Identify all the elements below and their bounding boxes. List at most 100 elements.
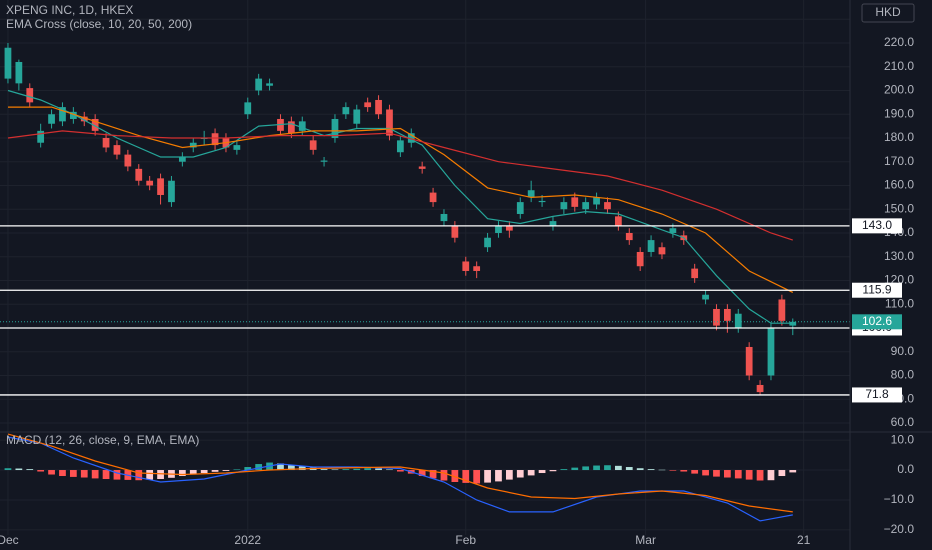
histogram-bar [636,468,644,471]
histogram-bar [756,470,764,481]
histogram-bar [614,465,622,471]
candle-body [669,228,677,233]
y-tick-label: 0.0 [897,462,914,476]
histogram-bar [200,470,208,474]
histogram-bar [222,470,230,471]
axis: 60.070.080.090.0110.0120.0130.0140.0150.… [0,11,914,547]
histogram-bar [277,463,284,471]
candle-body [549,221,557,226]
candle-body [647,240,655,252]
candle-body [320,160,328,162]
histogram-bar [713,470,720,477]
histogram-bar [135,470,143,481]
histogram-bar [342,469,350,471]
x-tick-label: 2022 [234,533,261,547]
candle-body [69,111,77,119]
candle-body [691,268,699,279]
histogram-bar [669,470,677,471]
candle-body [418,166,426,169]
y-tick-label: 160.0 [884,178,914,192]
currency: HKD [875,5,901,19]
histogram-bar [189,470,197,475]
histogram-bar [15,468,23,471]
histogram-bar [484,470,491,483]
candle-body [745,346,753,376]
histogram-bar [287,465,295,471]
candle-body [734,313,742,328]
histogram-bar [48,470,55,475]
histogram-bar [429,470,437,479]
candle-body [233,145,241,150]
histogram-bar [102,470,110,480]
histogram-bar [680,470,688,472]
histogram-bar [396,470,404,472]
candle-body [80,116,88,122]
histogram-bar [113,470,121,480]
histogram-bar [538,470,546,474]
candle-body [702,294,709,300]
histogram-bar [26,469,34,471]
plot [0,42,850,522]
macd-title: MACD (12, 26, close, 9, EMA, EMA) [6,433,199,447]
histogram-bar [353,468,361,471]
candle-body [353,109,361,124]
histogram-bar [157,470,164,480]
candle-body [59,107,66,122]
histogram-bar [734,470,742,479]
candle-body [604,202,611,210]
indicator-line [7,433,793,513]
candle-body [386,109,393,136]
candle-body [309,140,317,150]
candle-body [244,102,252,115]
y-tick-label: 190.0 [884,106,914,120]
y-tick-label: −20.0 [884,522,915,536]
candle-body [723,308,731,321]
candle-body [255,78,263,91]
candle-body [146,180,154,186]
x-tick-label: 21 [797,533,811,547]
histogram-bar [505,470,513,480]
histogram-bar [233,469,241,471]
histogram-bar [4,468,12,471]
candle-body [407,133,415,143]
candle-body [505,225,513,231]
candle-body [266,83,273,86]
histogram-bar [37,470,45,472]
histogram-bar [331,469,339,471]
y-tick-label: 90.0 [891,344,915,358]
candle-body [342,107,350,115]
candle-body [364,102,372,108]
candle-body [538,200,546,203]
candle-body [157,178,164,195]
candle-body [614,216,622,226]
candle-body [484,237,491,248]
histogram-bar [625,467,633,471]
indicator-line [7,436,793,522]
candle-body [658,247,666,255]
histogram-bar [473,470,481,484]
histogram-bar [255,464,263,471]
candle-body [211,133,219,146]
histogram-bar [604,465,611,471]
histogram-bar [745,470,753,480]
level-label-box [852,387,902,403]
candle-body [516,202,524,214]
candle-body [462,261,470,271]
candle-body [767,327,775,376]
candle-body [396,140,404,153]
histogram-bar [211,470,219,472]
level-label: 115.9 [862,282,891,296]
x-tick-label: Mar [635,533,656,547]
candle-body [331,118,339,138]
y-tick-label: 200.0 [884,83,914,97]
histogram-bar [789,470,797,473]
histogram-bar [59,470,66,477]
y-tick-label: 150.0 [884,201,914,215]
y-tick-label: 80.0 [891,368,915,382]
histogram-bar [451,470,459,483]
histogram-bar [516,470,524,478]
histogram-bar [691,470,699,474]
histogram-bar [549,470,557,472]
candle-body [48,114,55,124]
histogram-bar [658,469,666,471]
